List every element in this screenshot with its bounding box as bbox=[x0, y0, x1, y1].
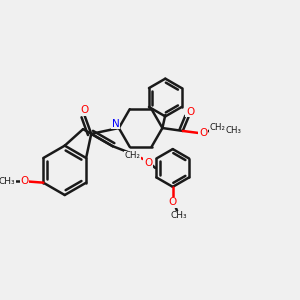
Text: CH₂: CH₂ bbox=[209, 123, 225, 132]
Text: O: O bbox=[186, 107, 194, 117]
Text: N: N bbox=[112, 119, 120, 129]
Text: O: O bbox=[199, 128, 207, 138]
Text: O: O bbox=[169, 197, 177, 207]
Text: O: O bbox=[81, 105, 89, 115]
Text: O: O bbox=[144, 158, 152, 168]
Text: CH₂: CH₂ bbox=[124, 151, 140, 160]
Text: CH₃: CH₃ bbox=[225, 126, 241, 135]
Text: CH₃: CH₃ bbox=[0, 177, 15, 186]
Text: O: O bbox=[20, 176, 28, 186]
Text: CH₃: CH₃ bbox=[170, 212, 187, 220]
